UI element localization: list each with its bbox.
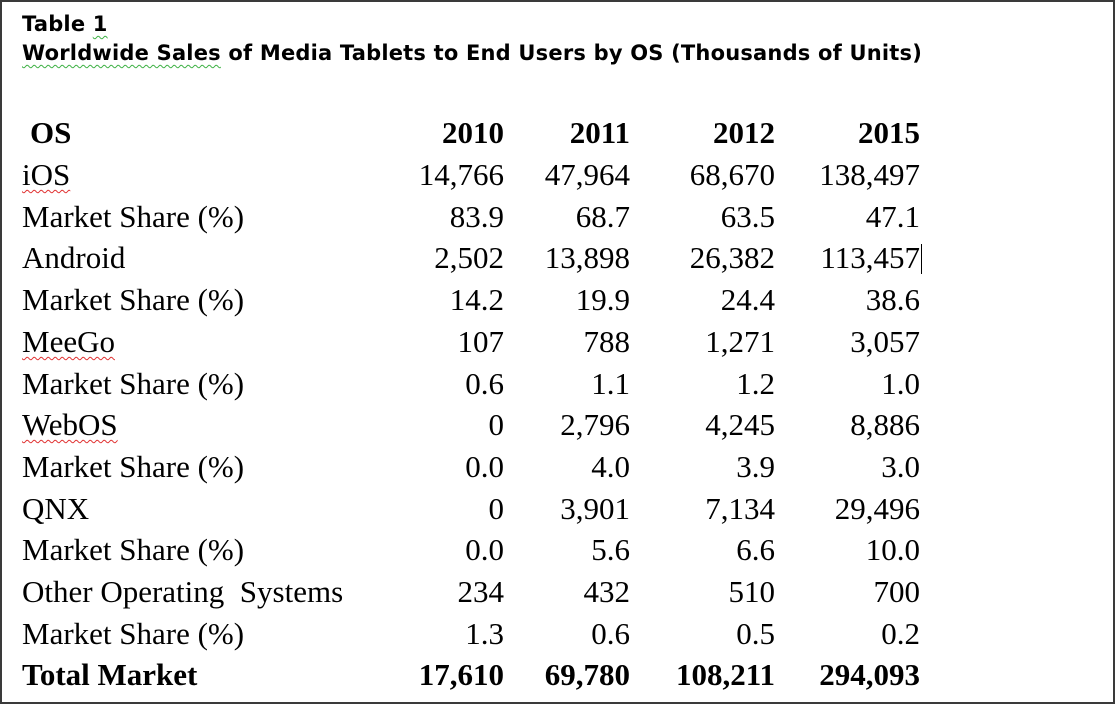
table-row: iOS 14,766 47,964 68,670 138,497 (2, 154, 1113, 196)
row-value-2015: 29,496 (834, 490, 920, 526)
text-cursor (921, 244, 922, 275)
total-value-2012: 108,211 (675, 657, 775, 693)
row-value-2012: 6.6 (736, 532, 775, 568)
table-row: Other Operating Systems 234 432 510 700 (2, 571, 1113, 613)
row-value-2015: 3,057 (850, 323, 920, 359)
header-year-2010: 2010 (442, 115, 504, 150)
row-value-2012: 0.5 (736, 615, 775, 651)
header-os: OS (30, 115, 72, 150)
row-value-2011: 1.1 (591, 365, 630, 401)
row-label: Market Share (%) (22, 282, 245, 318)
total-value-2010: 17,610 (418, 657, 504, 693)
row-label: WebOS (22, 407, 118, 443)
row-label: Market Share (%) (22, 615, 245, 651)
row-label: MeeGo (22, 323, 115, 359)
row-value-2010: 0.0 (465, 448, 504, 484)
row-value-2015: 700 (873, 574, 921, 609)
table-header-row: OS 2010 2011 2012 2015 (2, 112, 1113, 154)
row-value-2011: 5.6 (591, 532, 630, 568)
table-row: Market Share (%) 0.0 5.6 6.6 10.0 (2, 529, 1113, 571)
table-number-text: Table (22, 12, 93, 36)
total-value-2011: 69,780 (544, 657, 630, 693)
row-label: Market Share (%) (22, 365, 245, 401)
row-value-2012: 68,670 (689, 157, 775, 192)
row-value-2010: 0 (488, 407, 505, 443)
row-label: Market Share (%) (22, 198, 245, 234)
table-row: Market Share (%) 83.9 68.7 63.5 47.1 (2, 196, 1113, 238)
header-year-2011: 2011 (569, 115, 630, 150)
row-value-2010: 14.2 (449, 282, 504, 318)
row-label: Other Operating Systems (22, 574, 344, 609)
row-label: Android (22, 240, 126, 276)
row-value-2015: 38.6 (865, 282, 920, 318)
table-row: Android 2,502 13,898 26,382 113,457 (2, 237, 1113, 279)
row-value-2015: 10.0 (865, 532, 920, 568)
row-value-2010: 0.0 (465, 532, 504, 568)
row-value-2012: 4,245 (705, 407, 775, 443)
row-value-2011: 3,901 (560, 490, 630, 526)
row-value-2012: 510 (728, 574, 776, 609)
table-row: Market Share (%) 14.2 19.9 24.4 38.6 (2, 279, 1113, 321)
row-value-2015: 113,457 (820, 240, 920, 276)
row-value-2015: 47.1 (865, 198, 920, 234)
row-value-2011: 19.9 (575, 282, 630, 318)
row-value-2012: 3.9 (736, 448, 775, 484)
table-title: Worldwide Sales of Media Tablets to End … (22, 41, 922, 65)
table-number-digit: 1 (92, 12, 108, 36)
row-value-2011: 4.0 (591, 448, 630, 484)
table-title-underlined: Worldwide Sales (22, 41, 221, 65)
row-value-2012: 1,271 (705, 323, 775, 359)
row-label: Market Share (%) (22, 532, 245, 568)
row-value-2015: 8,886 (850, 407, 920, 443)
row-value-2010: 234 (457, 574, 505, 609)
row-value-2010: 0 (488, 490, 505, 526)
table-number: Table 1 (22, 12, 108, 36)
row-value-2015: 0.2 (881, 615, 920, 651)
row-value-2010: 107 (457, 323, 505, 359)
row-label: iOS (22, 157, 71, 192)
row-value-2012: 1.2 (736, 365, 775, 401)
row-value-2015: 1.0 (881, 365, 920, 401)
row-value-2015: 138,497 (819, 157, 920, 192)
row-label: QNX (22, 490, 90, 526)
row-value-2011: 13,898 (544, 240, 630, 276)
table-row: WebOS 0 2,796 4,245 8,886 (2, 404, 1113, 446)
row-value-2010: 2,502 (434, 240, 504, 276)
total-label: Total Market (22, 657, 198, 693)
row-value-2012: 24.4 (720, 282, 775, 318)
row-label: Market Share (%) (22, 448, 245, 484)
row-value-2010: 14,766 (418, 157, 504, 192)
row-value-2011: 47,964 (544, 157, 630, 192)
row-value-2011: 68.7 (575, 198, 630, 234)
header-year-2015: 2015 (858, 115, 920, 150)
row-value-2010: 0.6 (465, 365, 504, 401)
row-value-2010: 83.9 (449, 198, 504, 234)
header-year-2012: 2012 (713, 115, 775, 150)
table-title-rest: of Media Tablets to End Users by OS (Tho… (220, 41, 923, 65)
row-value-2011: 432 (583, 574, 631, 609)
table-row: MeeGo 107 788 1,271 3,057 (2, 321, 1113, 363)
table-row: Market Share (%) 0.6 1.1 1.2 1.0 (2, 363, 1113, 405)
row-value-2012: 7,134 (705, 490, 775, 526)
row-value-2012: 26,382 (689, 240, 775, 276)
row-value-2011: 788 (583, 323, 631, 359)
table-row: Market Share (%) 0.0 4.0 3.9 3.0 (2, 446, 1113, 488)
row-value-2011: 2,796 (560, 407, 630, 443)
row-value-2015: 3.0 (881, 448, 920, 484)
total-row: Total Market 17,610 69,780 108,211 294,093 (2, 654, 1113, 696)
row-value-2010: 1.3 (465, 615, 504, 651)
row-value-2012: 63.5 (720, 198, 775, 234)
table-row: QNX 0 3,901 7,134 29,496 (2, 488, 1113, 530)
table-row: Market Share (%) 1.3 0.6 0.5 0.2 (2, 613, 1113, 655)
row-value-2011: 0.6 (591, 615, 630, 651)
total-value-2015: 294,093 (819, 657, 920, 693)
